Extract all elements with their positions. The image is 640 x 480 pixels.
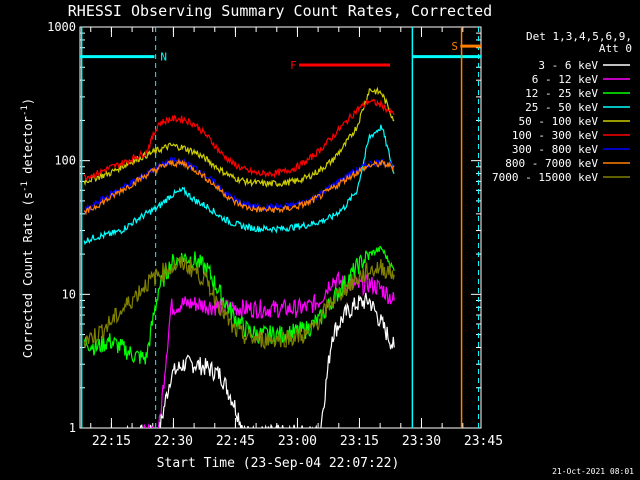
series-line-25-50-kev: [83, 124, 395, 246]
x-tick-label: 23:15: [340, 434, 379, 449]
y-tick-label: 1: [69, 421, 76, 435]
series-line-800-7000-kev: [83, 157, 395, 216]
night-label: N: [160, 51, 167, 64]
legend-label: 3 - 6 keV: [538, 59, 598, 72]
legend-label: 12 - 25 keV: [525, 87, 598, 100]
series-line-3-6-kev: [126, 292, 395, 428]
x-tick-label: 23:00: [278, 434, 317, 449]
legend-header-line-1: Det 1,3,4,5,6,9,: [526, 30, 632, 43]
legend-label: 50 - 100 keV: [519, 115, 599, 128]
series-line-7000-15000-kev: [83, 255, 395, 350]
y-tick-label: 100: [54, 154, 76, 168]
ylabel-part-3: ): [21, 98, 35, 105]
legend-label: 7000 - 15000 keV: [492, 171, 598, 184]
legend-label: 800 - 7000 keV: [505, 157, 598, 170]
x-tick-label: 22:15: [92, 434, 131, 449]
annotation-layer: [80, 27, 481, 428]
legend-label: 6 - 12 keV: [532, 73, 599, 86]
series-line-100-300-kev: [83, 98, 395, 181]
series-line-50-100-kev: [83, 86, 395, 188]
x-tick-label: 23:45: [464, 434, 503, 449]
y-tick-label: 10: [62, 287, 76, 301]
legend-header-line-2: Att 0: [599, 42, 632, 55]
legend-label: 300 - 800 keV: [512, 143, 598, 156]
x-tick-label: 22:45: [216, 434, 255, 449]
x-axis-label: Start Time (23-Sep-04 22:07:22): [157, 456, 400, 471]
x-tick-label: 22:30: [154, 434, 193, 449]
y-axis-label: Corrected Count Rate (s-1 detector-1): [20, 98, 35, 358]
flare-label: F: [290, 59, 297, 72]
saa-label: S: [451, 40, 458, 53]
ylabel-part-1: Corrected Count Rate (s: [21, 192, 35, 358]
chart-title: RHESSI Observing Summary Count Rates, Co…: [68, 2, 492, 20]
ylabel-sup-2: -1: [20, 105, 30, 116]
series-line-12-25-kev: [83, 245, 395, 365]
legend-label: 100 - 300 keV: [512, 129, 598, 142]
ylabel-sup-1: -1: [20, 181, 30, 192]
legend-label: 25 - 50 keV: [525, 101, 598, 114]
series-line-6-12-kev: [121, 270, 395, 428]
y-tick-label: 1000: [47, 20, 76, 34]
footer-timestamp: 21-Oct-2021 08:01: [552, 467, 634, 476]
svg-text:Corrected Count Rate (s-1 dete: Corrected Count Rate (s-1 detector-1): [20, 98, 35, 358]
x-tick-label: 23:30: [402, 434, 441, 449]
ylabel-part-2: detector: [21, 116, 35, 181]
